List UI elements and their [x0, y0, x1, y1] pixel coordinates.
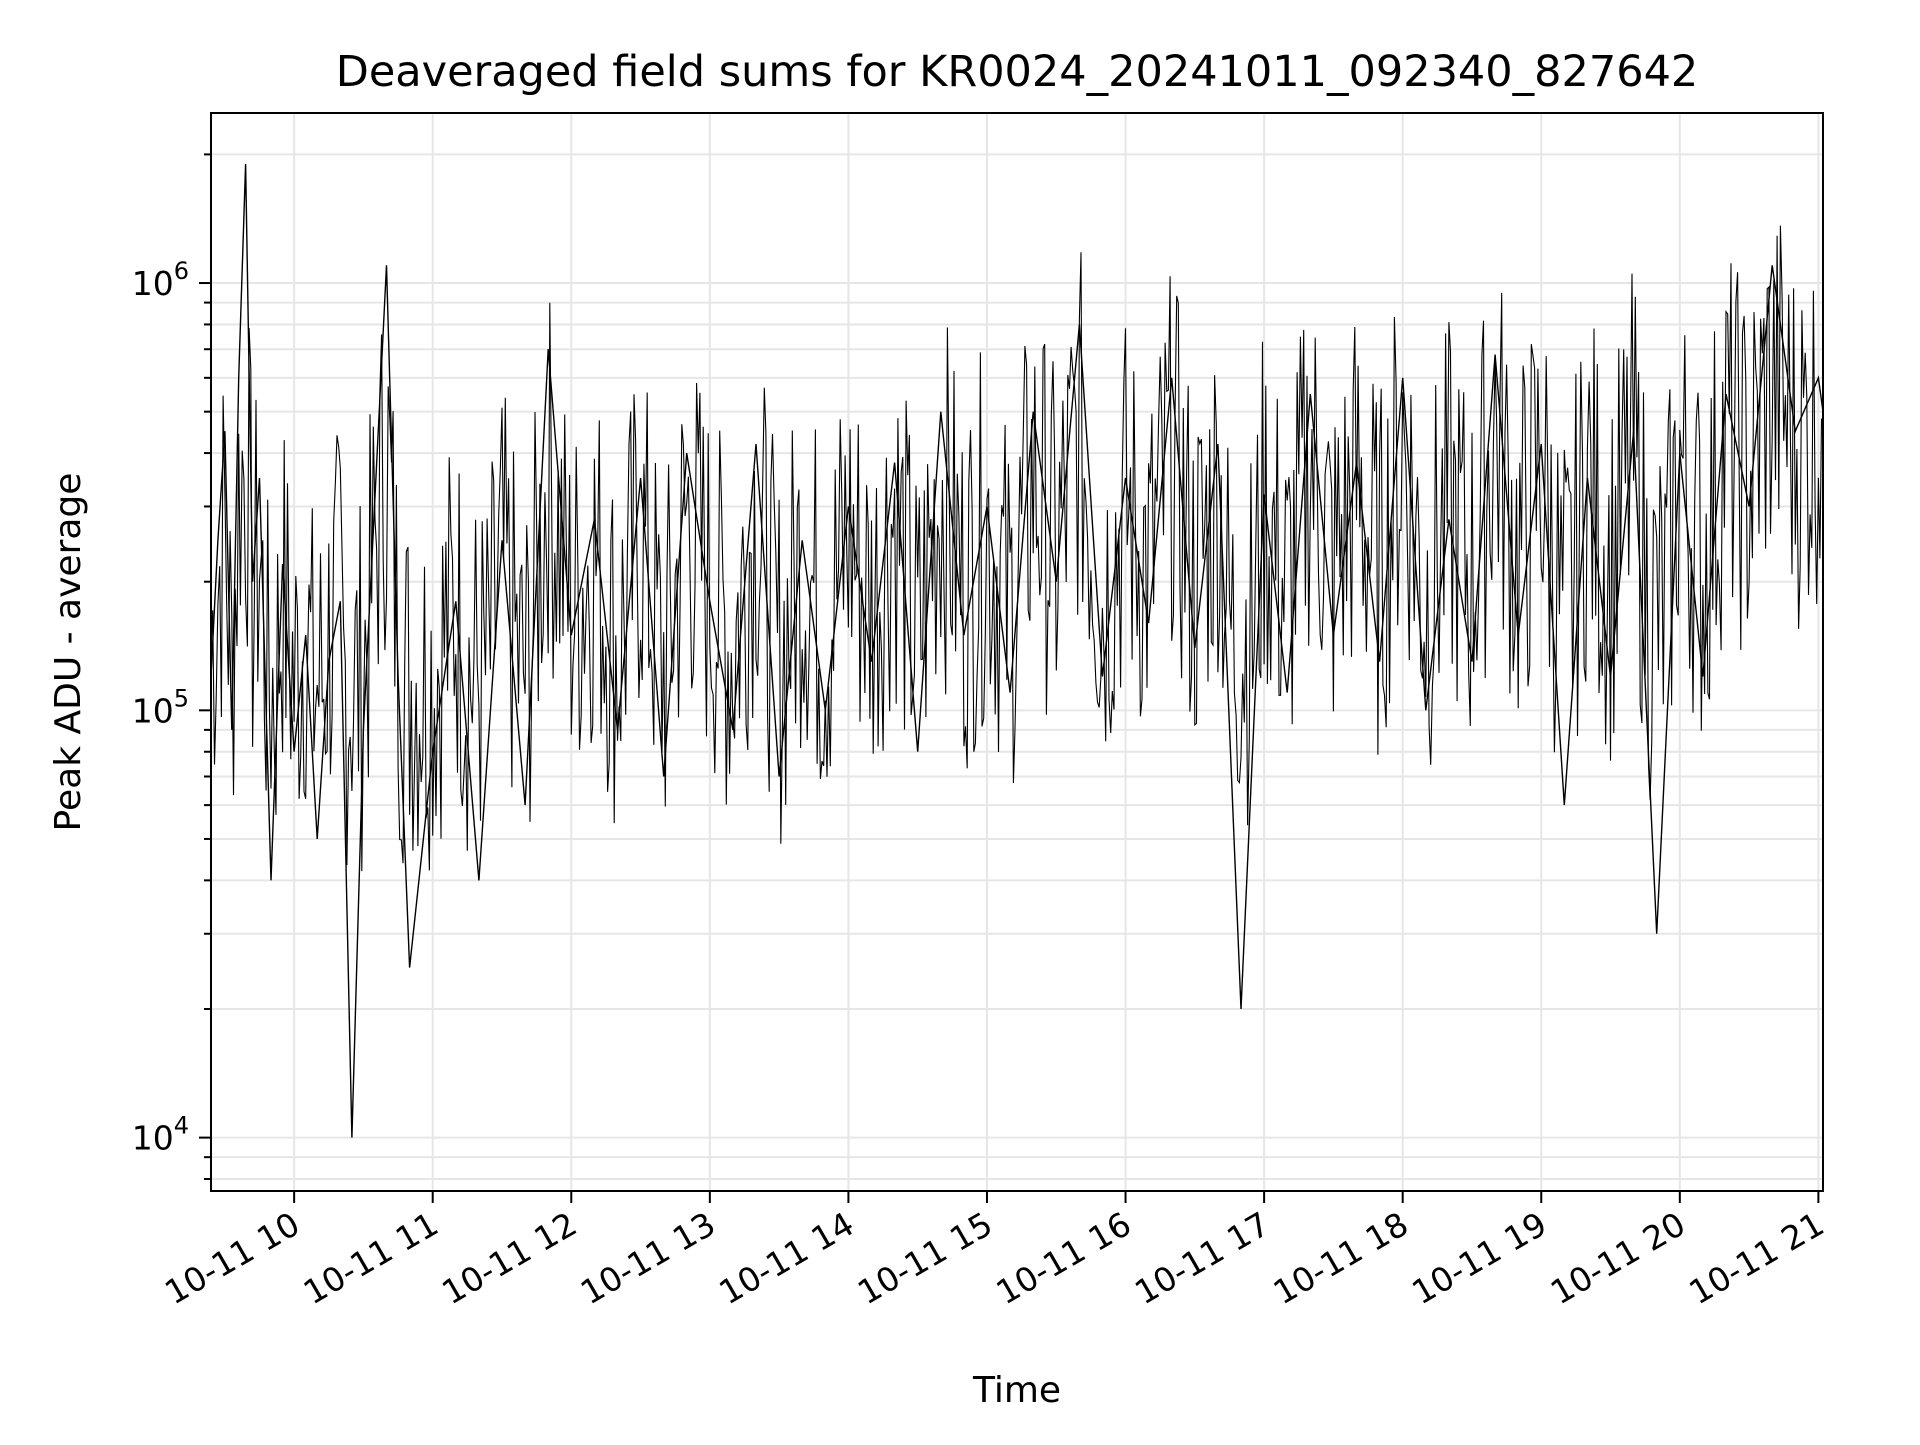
- x-axis-label: Time: [972, 1370, 1061, 1411]
- chart-title: Deaveraged field sums for KR0024_2024101…: [336, 47, 1699, 97]
- x-tick-label: 10-11 17: [1128, 1204, 1276, 1312]
- y-axis-label: Peak ADU - average: [48, 473, 89, 832]
- series-line: [210, 163, 1824, 1138]
- y-tick-label: 106: [132, 257, 189, 303]
- x-tick-label: 10-11 20: [1544, 1204, 1692, 1312]
- x-tick-label: 10-11 21: [1682, 1204, 1830, 1312]
- series-line-dense: [210, 225, 1823, 872]
- x-tick-label: 10-11 10: [158, 1204, 306, 1312]
- x-tick-label: 10-11 12: [435, 1204, 583, 1312]
- y-tick-label: 105: [132, 684, 189, 730]
- x-tick-label: 10-11 15: [851, 1204, 999, 1312]
- x-tick-label: 10-11 19: [1405, 1204, 1553, 1312]
- data-layer: [210, 163, 1824, 1138]
- y-tick-label: 104: [132, 1112, 189, 1158]
- x-tick-label: 10-11 18: [1267, 1204, 1415, 1312]
- x-tick-label: 10-11 13: [574, 1204, 722, 1312]
- plot-frame: [210, 112, 1824, 1192]
- x-tick-label: 10-11 11: [297, 1204, 445, 1312]
- x-tick-label: 10-11 14: [712, 1204, 860, 1312]
- x-tick-label: 10-11 16: [990, 1204, 1138, 1312]
